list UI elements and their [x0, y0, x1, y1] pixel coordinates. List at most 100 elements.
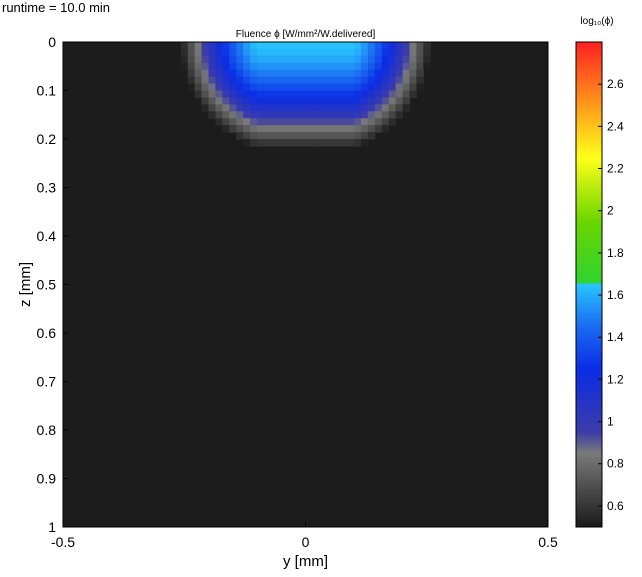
heatmap-cell: [243, 118, 251, 126]
heatmap-cell: [263, 83, 272, 92]
heatmap-cell: [354, 97, 362, 105]
heatmap-cell: [194, 83, 203, 92]
chart-title: Fluence ϕ [W/mm²/W.delivered]: [236, 29, 376, 40]
heatmap-cell: [374, 104, 383, 112]
heatmap-cell: [257, 132, 265, 140]
heatmap-cell: [423, 48, 431, 57]
heatmap-cell: [257, 62, 265, 71]
heatmap-cell: [333, 132, 341, 140]
heatmap-cell: [215, 69, 223, 78]
heatmap-cell: [402, 97, 411, 105]
heatmap-cell: [236, 76, 244, 85]
heatmap-cell: [388, 55, 397, 64]
heatmap-cell: [416, 76, 424, 85]
heatmap-cell: [243, 139, 251, 147]
heatmap-cell: [284, 76, 293, 85]
heatmap-cell: [367, 118, 376, 126]
heatmap-cell: [284, 118, 293, 126]
heatmap-cell: [305, 139, 314, 147]
heatmap-cell: [222, 104, 230, 112]
heatmap-cell: [340, 55, 348, 64]
heatmap-cell: [284, 111, 293, 119]
heatmap-cell: [291, 76, 300, 85]
heatmap-cell: [312, 48, 320, 57]
heatmap-cell: [312, 125, 320, 133]
heatmap-cell: [257, 48, 265, 57]
heatmap-cell: [222, 76, 230, 85]
heatmap-cell: [277, 90, 286, 99]
heatmap-cell: [270, 76, 279, 85]
y-tick-label: 0.4: [37, 228, 57, 244]
heatmap-cell: [222, 42, 230, 50]
heatmap-cell: [222, 111, 230, 119]
heatmap-cell: [319, 97, 327, 105]
heatmap-cell: [236, 55, 244, 64]
heatmap-cell: [229, 69, 237, 78]
heatmap-cell: [347, 62, 355, 71]
colorbar-tick-label: 1.8: [607, 246, 624, 260]
heatmap-cell: [333, 83, 341, 92]
colorbar-tick-label: 1.2: [607, 372, 624, 386]
heatmap-cell: [284, 42, 293, 50]
heatmap-cell: [326, 42, 334, 50]
heatmap-cell: [277, 48, 286, 57]
heatmap-cell: [333, 62, 341, 71]
heatmap-cell: [208, 97, 217, 105]
heatmap-cell: [298, 48, 307, 57]
heatmap-cell: [250, 62, 258, 71]
heatmap-cell: [243, 83, 251, 92]
heatmap-cell: [194, 55, 203, 64]
heatmap-cell: [340, 76, 348, 85]
heatmap-cell: [360, 55, 369, 64]
heatmap-cell: [215, 97, 223, 105]
heatmap-cell: [395, 42, 404, 50]
heatmap-cell: [388, 97, 397, 105]
heatmap-cell: [298, 97, 307, 105]
heatmap-cell: [354, 90, 362, 99]
heatmap-cell: [284, 55, 293, 64]
heatmap-cell: [312, 62, 320, 71]
heatmap-cell: [270, 139, 279, 147]
heatmap-cell: [284, 48, 293, 57]
heatmap-cell: [257, 97, 265, 105]
heatmap-cell: [208, 42, 217, 50]
heatmap-cell: [305, 55, 314, 64]
colorbar-tick-label: 0.6: [607, 499, 624, 513]
heatmap-cell: [416, 55, 424, 64]
heatmap-cell: [360, 139, 369, 147]
heatmap-cell: [340, 118, 348, 126]
heatmap-cell: [374, 48, 383, 57]
y-tick-label: 0.5: [37, 277, 57, 293]
heatmap-cell: [222, 48, 230, 57]
heatmap-cell: [326, 90, 334, 99]
heatmap-cell: [250, 42, 258, 50]
heatmap-cell: [402, 69, 411, 78]
colorbar-label: log₁₀(ϕ): [580, 16, 613, 27]
colorbar-tick-label: 1.6: [607, 288, 624, 302]
heatmap-cell: [236, 42, 244, 50]
heatmap-cell: [333, 97, 341, 105]
heatmap-cell: [229, 118, 237, 126]
heatmap-cell: [298, 111, 307, 119]
heatmap-cell: [354, 125, 362, 133]
heatmap-cell: [374, 69, 383, 78]
heatmap-cell: [367, 42, 376, 50]
heatmap-cell: [263, 104, 272, 112]
heatmap-cell: [367, 125, 376, 133]
heatmap-cell: [395, 111, 404, 119]
heatmap-cell: [312, 139, 320, 147]
heatmap-cell: [360, 76, 369, 85]
heatmap-cell: [291, 42, 300, 50]
heatmap-cell: [291, 132, 300, 140]
heatmap-cell: [388, 104, 397, 112]
heatmap-cell: [250, 97, 258, 105]
heatmap-cell: [347, 69, 355, 78]
heatmap-cell: [381, 90, 390, 99]
heatmap-cell: [340, 97, 348, 105]
heatmap-cell: [291, 125, 300, 133]
heatmap-cell: [215, 118, 223, 126]
heatmap-cell: [374, 90, 383, 99]
heatmap-cell: [208, 111, 217, 119]
heatmap-cell: [263, 62, 272, 71]
heatmap-cell: [284, 69, 293, 78]
